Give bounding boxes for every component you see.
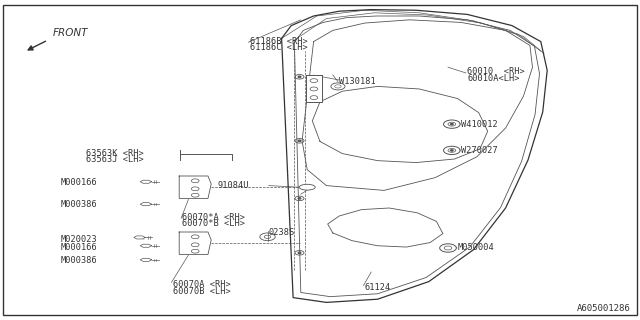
Circle shape — [298, 140, 301, 141]
Circle shape — [451, 124, 453, 125]
Polygon shape — [134, 236, 145, 239]
Text: 61186C <LH>: 61186C <LH> — [250, 44, 307, 52]
Polygon shape — [179, 232, 211, 254]
Polygon shape — [140, 244, 152, 247]
Text: 63563J <LH>: 63563J <LH> — [86, 156, 144, 164]
Polygon shape — [140, 203, 152, 206]
Text: M000386: M000386 — [61, 256, 97, 265]
Text: 60070B <LH>: 60070B <LH> — [173, 287, 230, 296]
Text: A605001286: A605001286 — [577, 304, 630, 313]
Polygon shape — [179, 176, 211, 198]
Text: M050004: M050004 — [458, 244, 494, 252]
Text: W130181: W130181 — [339, 77, 376, 86]
Text: W410012: W410012 — [461, 120, 497, 129]
Circle shape — [298, 76, 301, 77]
Circle shape — [451, 150, 453, 151]
Circle shape — [298, 252, 301, 253]
Text: 91084U: 91084U — [218, 181, 249, 190]
Text: W270027: W270027 — [461, 146, 497, 155]
Text: 61124: 61124 — [365, 284, 391, 292]
Text: 60010A<LH>: 60010A<LH> — [467, 74, 520, 83]
Text: M020023: M020023 — [61, 236, 97, 244]
Text: 60070A <RH>: 60070A <RH> — [173, 280, 230, 289]
Text: 60070*A <RH>: 60070*A <RH> — [182, 213, 245, 222]
Text: 60070*B <LH>: 60070*B <LH> — [182, 220, 245, 228]
Ellipse shape — [300, 184, 315, 190]
Text: M000166: M000166 — [61, 243, 97, 252]
Circle shape — [298, 198, 301, 199]
Bar — [306, 75, 322, 102]
Text: 61186B <RH>: 61186B <RH> — [250, 37, 307, 46]
Text: FRONT: FRONT — [52, 28, 88, 38]
Polygon shape — [140, 180, 152, 183]
Text: 63563K <RH>: 63563K <RH> — [86, 149, 144, 158]
Polygon shape — [140, 258, 152, 261]
Text: M000386: M000386 — [61, 200, 97, 209]
Text: M000166: M000166 — [61, 178, 97, 187]
Text: 60010  <RH>: 60010 <RH> — [467, 68, 525, 76]
Text: 0238S: 0238S — [269, 228, 295, 237]
